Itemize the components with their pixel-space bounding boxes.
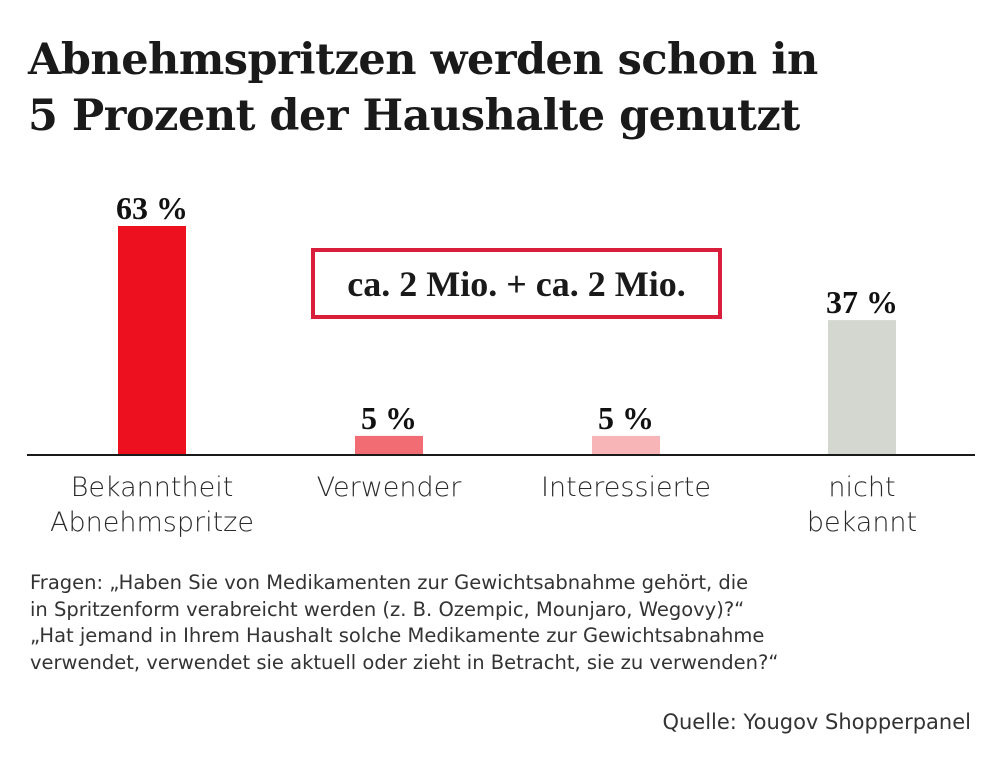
footnote-line: Fragen: „Haben Sie von Medikamenten zur … <box>30 571 749 594</box>
data-label: 37 % <box>826 284 898 320</box>
footnote-line: „Hat jemand in Ihrem Haushalt solche Med… <box>30 624 765 647</box>
bar <box>828 320 896 454</box>
category-label-interessierte: Interessierte <box>541 472 711 503</box>
data-label: 63 % <box>116 190 188 226</box>
bar <box>592 435 660 454</box>
footnote: Fragen: „Haben Sie von Medikamenten zur … <box>30 570 778 676</box>
data-label: 5 % <box>598 400 654 436</box>
data-label: 5 % <box>361 400 417 436</box>
callout-box: ca. 2 Mio. + ca. 2 Mio. <box>311 248 722 319</box>
source: Quelle: Yougov Shopperpanel <box>662 710 971 734</box>
category-label-bekanntheit: Bekanntheit Abnehmspritze <box>50 472 254 538</box>
callout-text: ca. 2 Mio. + ca. 2 Mio. <box>347 263 686 304</box>
category-label-nicht-bekannt: nicht bekannt <box>806 472 918 538</box>
bar <box>118 226 186 454</box>
title-line-2: 5 Prozent der Haushalte genutzt <box>28 91 800 141</box>
footnote-line: in Spritzenform verabreicht werden (z. B… <box>30 597 745 621</box>
chart-title: Abnehmspritzen werden schon in 5 Prozent… <box>28 32 818 144</box>
footnote-line: verwendet, verwendet sie aktuell oder zi… <box>30 650 779 674</box>
category-label-verwender: Verwender <box>316 472 462 503</box>
title-line-1: Abnehmspritzen werden schon in <box>28 35 818 85</box>
bar <box>355 435 423 454</box>
